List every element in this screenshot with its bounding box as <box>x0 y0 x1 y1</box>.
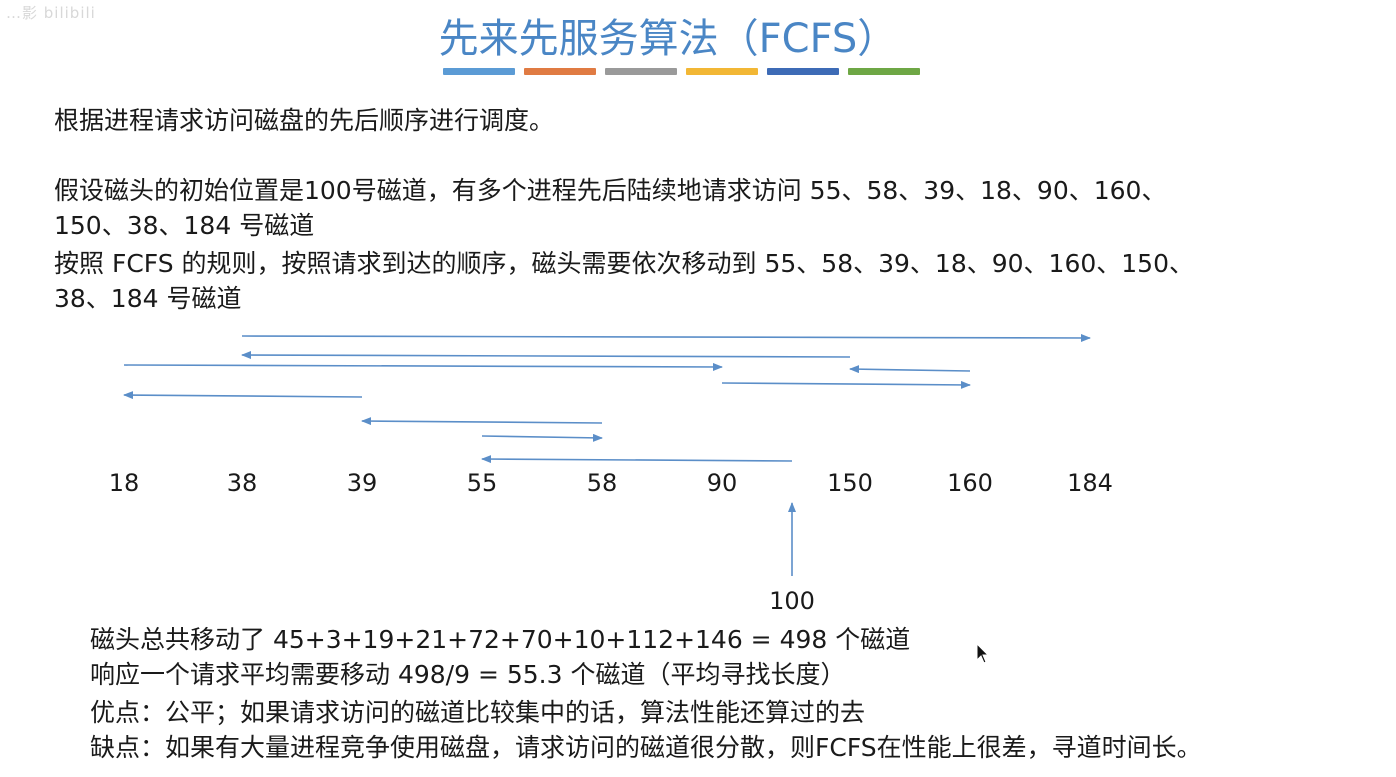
track-labels: 18 38 39 55 58 90 150 160 184 <box>109 469 1113 497</box>
move-arrow-100-to-55 <box>481 455 793 464</box>
accent-bar-3 <box>605 68 677 75</box>
track-label-39: 39 <box>347 469 378 497</box>
start-position: 100 <box>769 502 815 615</box>
start-track-label: 100 <box>769 587 815 615</box>
track-label-55: 55 <box>467 469 498 497</box>
summary-total-move: 磁头总共移动了 45+3+19+21+72+70+10+112+146 = 49… <box>90 625 911 654</box>
example-line-2: 150、38、184 号磁道 <box>54 211 315 240</box>
track-label-160: 160 <box>947 469 993 497</box>
track-label-184: 184 <box>1067 469 1113 497</box>
track-label-18: 18 <box>109 469 140 497</box>
movement-arrows <box>123 333 1091 464</box>
move-arrow-90-to-160 <box>721 380 971 389</box>
example-line-4: 38、184 号磁道 <box>54 284 242 313</box>
track-label-38: 38 <box>227 469 258 497</box>
accent-bar-2 <box>524 68 596 75</box>
accent-bar-1 <box>443 68 515 75</box>
summary-cons: 缺点：如果有大量进程竞争使用磁盘，请求访问的磁道很分散，则FCFS在性能上很差，… <box>90 733 1202 762</box>
track-label-150: 150 <box>827 469 873 497</box>
move-arrow-38-to-184 <box>241 333 1091 342</box>
example-line-1: 假设磁头的初始位置是100号磁道，有多个进程先后陆续地请求访问 55、58、39… <box>54 176 1167 205</box>
move-arrow-18-to-90 <box>123 362 723 371</box>
video-watermark: …影 bilibili <box>6 4 96 22</box>
track-label-58: 58 <box>587 469 618 497</box>
move-arrow-55-to-58 <box>481 433 603 442</box>
summary-average: 响应一个请求平均需要移动 498/9 = 55.3 个磁道（平均寻找长度） <box>90 660 846 689</box>
accent-bar-4 <box>686 68 758 75</box>
move-arrow-58-to-39 <box>361 417 603 426</box>
title-accent-bars <box>443 68 920 75</box>
page-title: 先来先服务算法（FCFS） <box>0 6 1396 64</box>
head-movement-diagram: 18 38 39 55 58 90 150 160 184 100 <box>109 333 1113 615</box>
mouse-cursor-icon <box>976 643 990 664</box>
accent-bar-6 <box>848 68 920 75</box>
summary-pros: 优点：公平；如果请求访问的磁道比较集中的话，算法性能还算过的去 <box>90 698 866 727</box>
track-label-90: 90 <box>707 469 738 497</box>
move-arrow-39-to-18 <box>123 391 363 400</box>
page-title-text: 先来先服务算法（FCFS） <box>438 16 898 62</box>
move-arrow-150-to-38 <box>241 351 851 360</box>
description-text: 根据进程请求访问磁盘的先后顺序进行调度。 <box>54 106 555 135</box>
example-line-3: 按照 FCFS 的规则，按照请求到达的顺序，磁头需要依次移动到 55、58、39… <box>54 249 1194 278</box>
accent-bar-5 <box>767 68 839 75</box>
move-arrow-160-to-150 <box>849 365 971 374</box>
